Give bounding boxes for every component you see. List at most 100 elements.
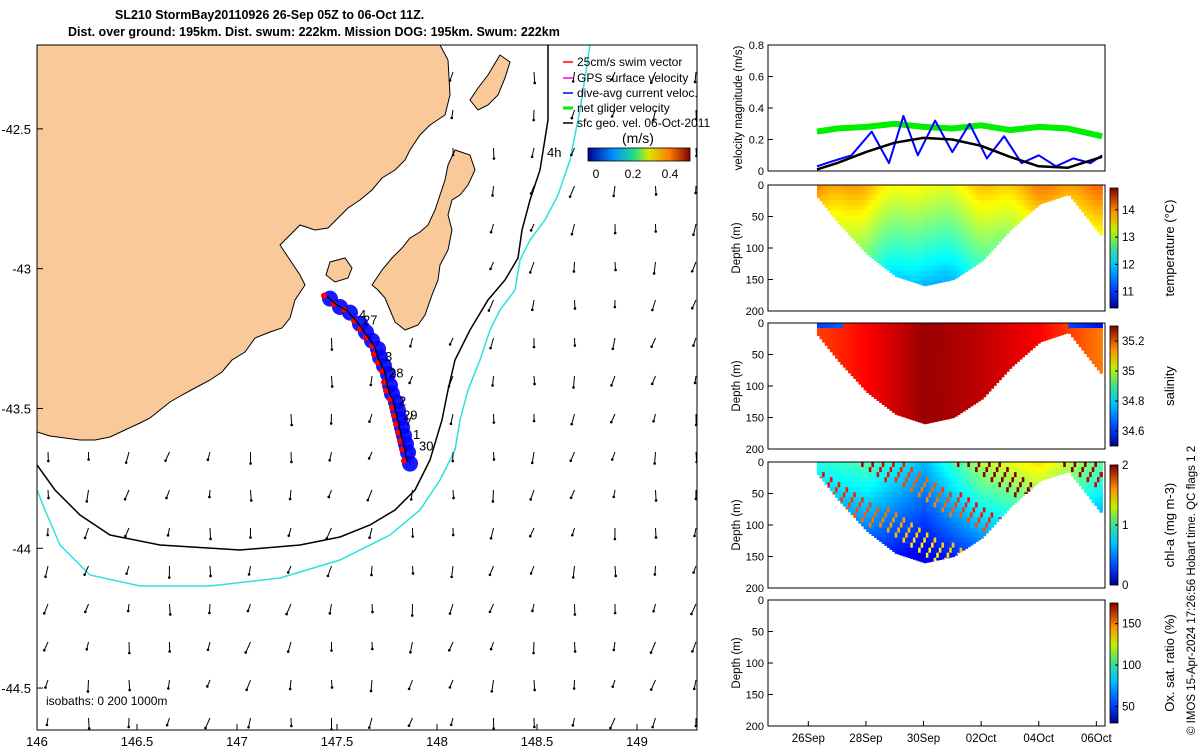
heatmap-cell [868, 185, 873, 191]
heatmap-cell [975, 195, 979, 201]
heatmap-cell [988, 235, 992, 241]
heatmap-cell [1003, 497, 1007, 503]
heatmap-cell [1091, 477, 1096, 483]
heatmap-cell [853, 328, 857, 334]
heatmap-cell [881, 368, 886, 374]
heatmap-cell [897, 245, 901, 252]
heatmap-cell [938, 522, 943, 529]
heatmap-cell [959, 477, 963, 483]
heatmap-cell [1001, 338, 1005, 344]
heatmap-cell [845, 328, 849, 334]
heatmap-cell [951, 240, 956, 246]
heatmap-cell [920, 260, 925, 267]
heatmap-cell [902, 547, 906, 554]
heatmap-cell [975, 348, 979, 354]
heatmap-cell [1003, 368, 1007, 374]
heatmap-cell [931, 383, 935, 390]
heatmap-cell [1024, 200, 1028, 206]
heatmap-cell [1037, 467, 1041, 473]
current-arrow [84, 603, 89, 613]
current-arrow-head [572, 270, 576, 273]
heatmap-cell [928, 398, 932, 405]
heatmap-cell [855, 190, 860, 196]
current-arrow-head [368, 536, 371, 539]
heatmap-cell [873, 467, 878, 473]
title-line-2: Dist. over ground: 195km. Dist. swum: 22… [68, 25, 560, 39]
heatmap-cell [918, 517, 922, 523]
heatmap-cell [928, 467, 932, 473]
heatmap-cell [967, 527, 971, 534]
heatmap-cell [1001, 507, 1005, 513]
heatmap-cell [985, 343, 989, 349]
current-arrow-head [569, 459, 573, 463]
heatmap-cell [866, 225, 870, 231]
heatmap-cell [969, 388, 974, 395]
heatmap-cell [876, 210, 880, 216]
heatmap-cell [899, 537, 904, 544]
heatmap-cell [879, 502, 883, 508]
heatmap-cell [962, 270, 966, 274]
heatmap-cell [920, 255, 925, 262]
heatmap-cell [1042, 338, 1046, 342]
heatmap-cell [863, 383, 868, 390]
heatmap-cell [946, 557, 950, 559]
heatmap-cell [861, 240, 865, 246]
legend-swim-vector: 25cm/s swim vector [577, 55, 682, 69]
heatmap-cell [938, 200, 943, 206]
heatmap-cell [912, 220, 917, 226]
heatmap-cell [884, 492, 888, 498]
heatmap-cell [1021, 205, 1026, 211]
current-arrow-head [654, 536, 658, 539]
heatmap-cell [933, 383, 937, 390]
heatmap-cell [1024, 477, 1028, 483]
heatmap-cell [871, 482, 875, 488]
current-arrow-head [448, 612, 452, 615]
heatmap-cell [1096, 220, 1101, 226]
heatmap-cell [837, 195, 842, 201]
heatmap-cell [990, 333, 995, 339]
heatmap-cell [988, 328, 992, 334]
heatmap-cell [1021, 462, 1026, 468]
heatmap-cell [1086, 210, 1090, 216]
heatmap-cell [907, 195, 912, 201]
heatmap-cell [938, 512, 943, 518]
heatmap-cell [868, 393, 873, 396]
heatmap-cell [931, 220, 935, 226]
heatmap-cell [1063, 467, 1067, 473]
heatmap-cell [1032, 205, 1036, 211]
heatmap-cell [1013, 215, 1018, 221]
current-arrow [529, 261, 535, 273]
heatmap-cell [923, 542, 927, 549]
current-arrow [126, 565, 130, 574]
heatmap-cell [884, 482, 888, 488]
heatmap-cell [894, 517, 899, 523]
heatmap-cell [964, 472, 969, 478]
heatmap-cell [967, 487, 971, 493]
heatmap-cell [1006, 205, 1010, 211]
heatmap-cell [977, 472, 982, 478]
heatmap-cell [840, 482, 844, 488]
heatmap-cell [938, 507, 943, 513]
heatmap-cell [866, 333, 870, 339]
heatmap-cell [933, 537, 937, 544]
heatmap-cell [1078, 343, 1083, 348]
heatmap-cell [951, 245, 956, 252]
heatmap-cell [972, 393, 976, 400]
heatmap-cell [972, 255, 976, 262]
current-arrow [246, 679, 251, 690]
heatmap-cell [899, 275, 904, 279]
heatmap-cell [954, 275, 958, 279]
heatmap-cell [925, 250, 930, 257]
heatmap-cell [894, 225, 899, 231]
heatmap-cell [861, 502, 865, 508]
heatmap-cell [951, 215, 956, 221]
heatmap-cell [943, 250, 948, 257]
heatmap-cell [954, 373, 958, 379]
heatmap-cell [1001, 328, 1005, 334]
heatmap-cell [928, 413, 932, 420]
map-x-tick-label: 146.5 [121, 734, 154, 749]
heatmap-cell [931, 358, 935, 364]
heatmap-cell [943, 517, 948, 523]
heatmap-cell [1021, 338, 1026, 344]
heatmap-cell [923, 472, 927, 478]
